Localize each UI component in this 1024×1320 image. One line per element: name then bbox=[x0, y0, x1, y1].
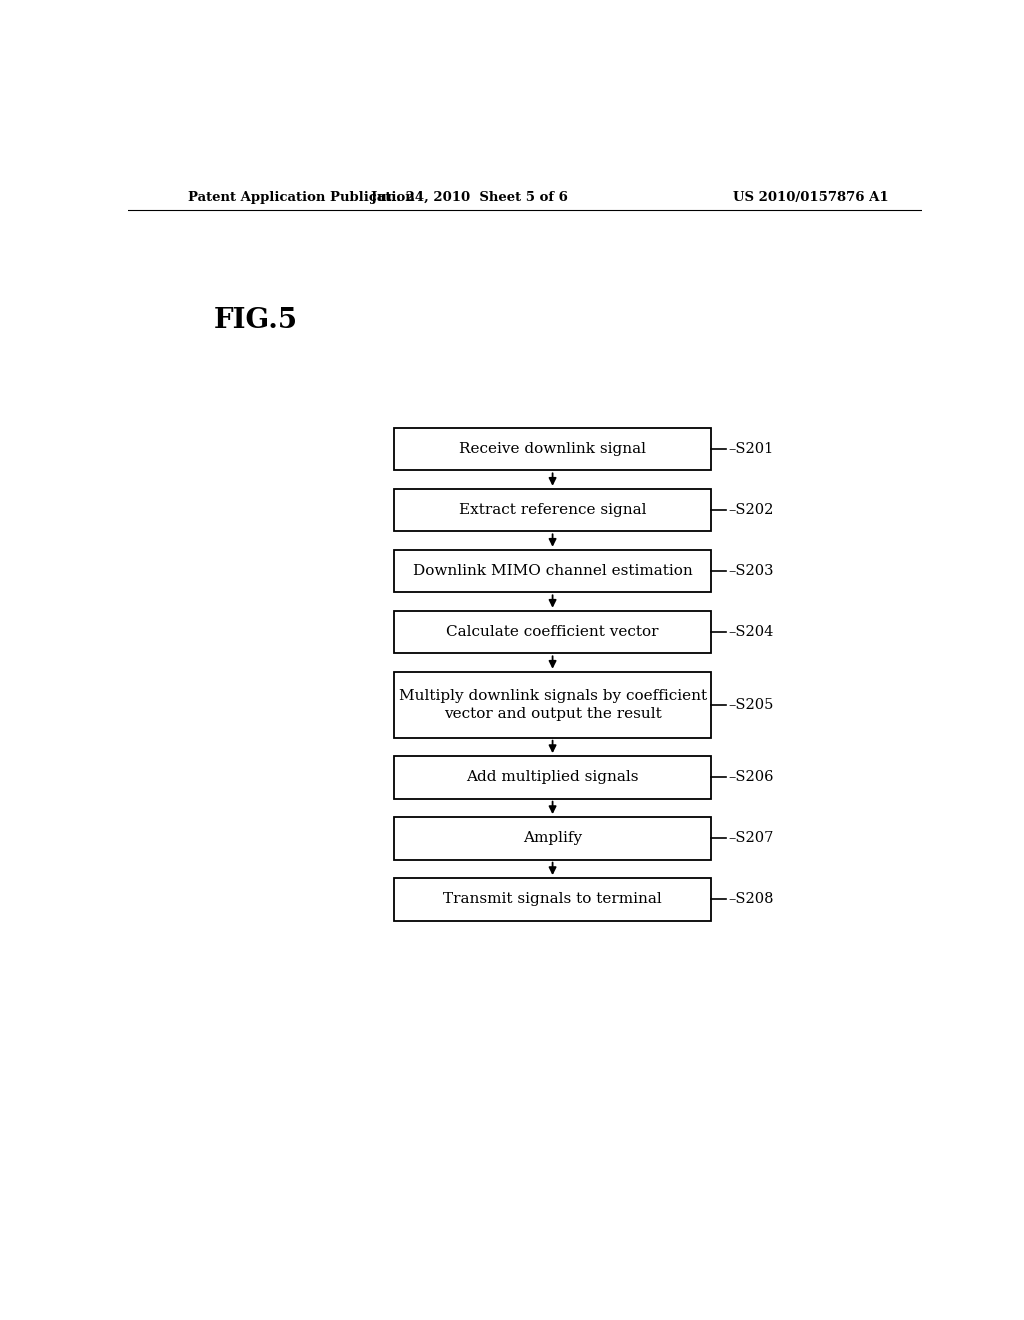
Text: Receive downlink signal: Receive downlink signal bbox=[459, 442, 646, 457]
Text: US 2010/0157876 A1: US 2010/0157876 A1 bbox=[733, 190, 888, 203]
Text: Downlink MIMO channel estimation: Downlink MIMO channel estimation bbox=[413, 564, 692, 578]
Bar bbox=[394, 756, 712, 799]
Bar bbox=[394, 817, 712, 859]
Text: –S204: –S204 bbox=[728, 626, 773, 639]
Bar bbox=[394, 672, 712, 738]
Bar bbox=[394, 488, 712, 532]
Bar bbox=[394, 428, 712, 470]
Text: –S207: –S207 bbox=[728, 832, 773, 845]
Text: –S202: –S202 bbox=[728, 503, 773, 517]
Text: –S208: –S208 bbox=[728, 892, 773, 907]
Text: Jun. 24, 2010  Sheet 5 of 6: Jun. 24, 2010 Sheet 5 of 6 bbox=[371, 190, 567, 203]
Text: Patent Application Publication: Patent Application Publication bbox=[187, 190, 415, 203]
Bar bbox=[394, 878, 712, 921]
Bar bbox=[394, 549, 712, 593]
Text: Amplify: Amplify bbox=[523, 832, 582, 845]
Text: –S201: –S201 bbox=[728, 442, 773, 457]
Text: Transmit signals to terminal: Transmit signals to terminal bbox=[443, 892, 662, 907]
Text: Extract reference signal: Extract reference signal bbox=[459, 503, 646, 517]
Text: Calculate coefficient vector: Calculate coefficient vector bbox=[446, 626, 658, 639]
Text: Add multiplied signals: Add multiplied signals bbox=[466, 771, 639, 784]
Text: FIG.5: FIG.5 bbox=[214, 306, 298, 334]
Text: Multiply downlink signals by coefficient
vector and output the result: Multiply downlink signals by coefficient… bbox=[398, 689, 707, 721]
Bar bbox=[394, 611, 712, 653]
Text: –S205: –S205 bbox=[728, 698, 773, 711]
Text: –S206: –S206 bbox=[728, 771, 773, 784]
Text: –S203: –S203 bbox=[728, 564, 773, 578]
